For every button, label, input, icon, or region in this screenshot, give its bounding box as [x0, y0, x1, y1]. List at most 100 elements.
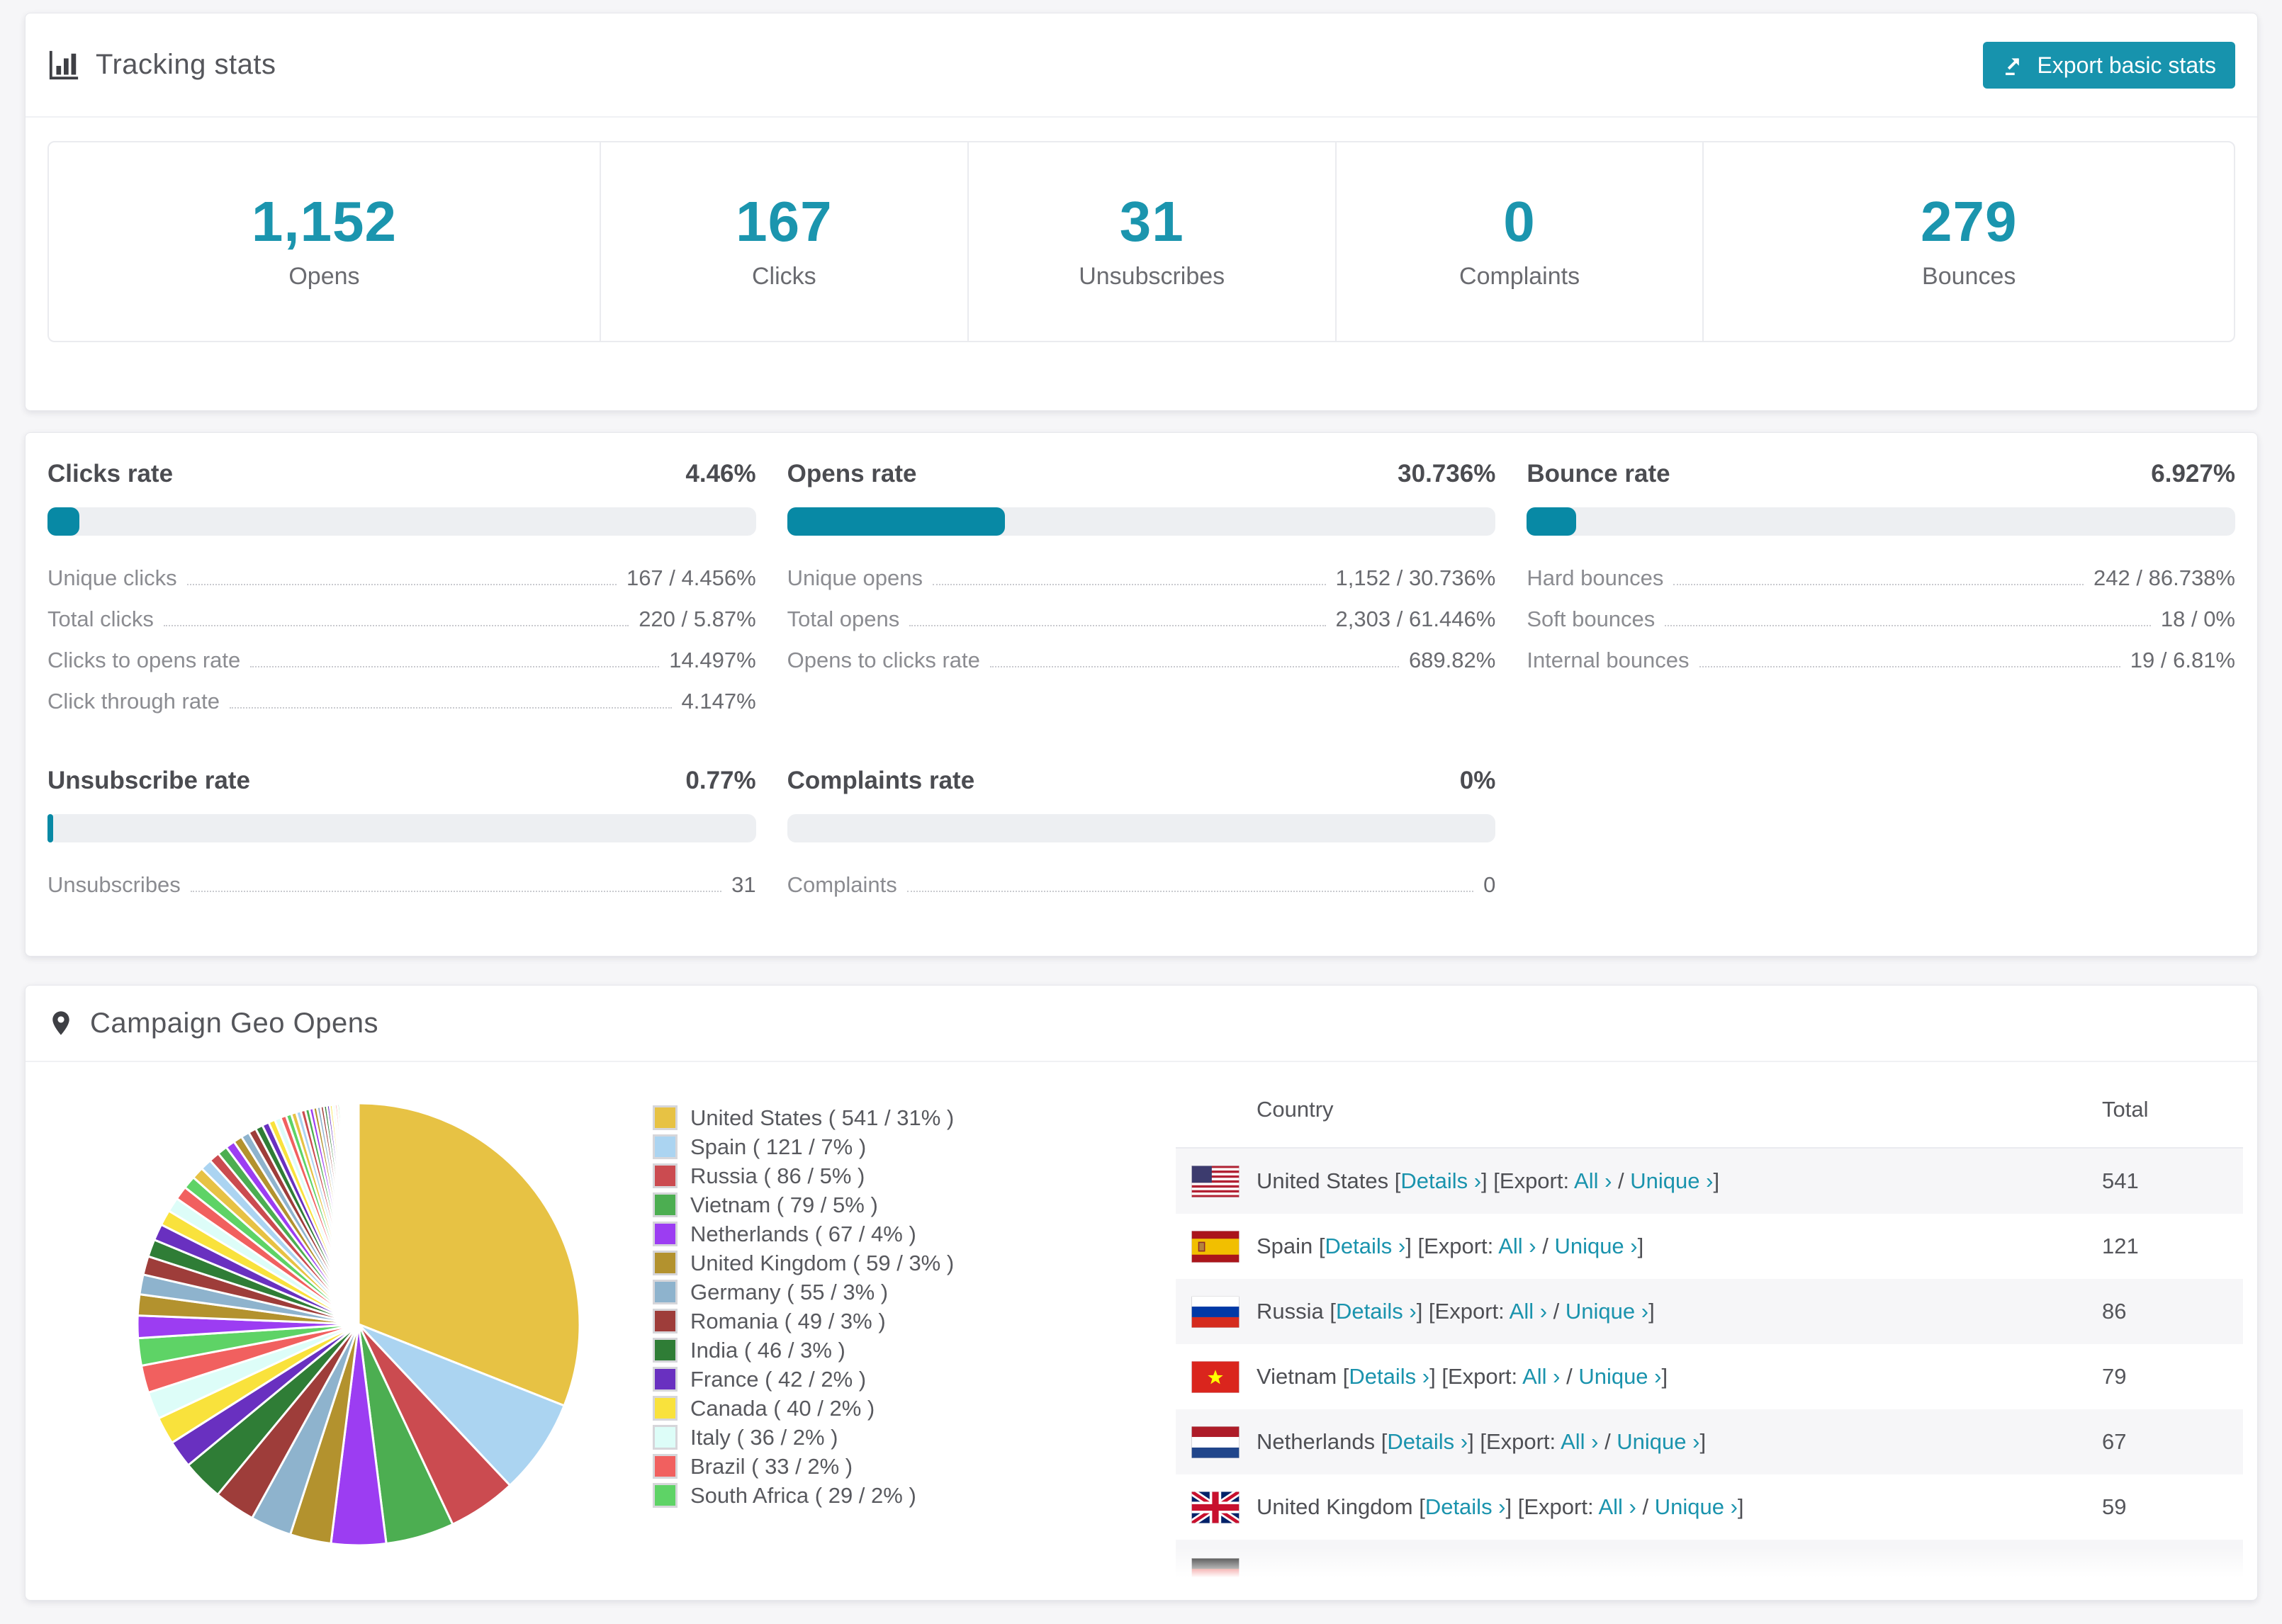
rate-detail-label: Unsubscribes: [47, 872, 181, 897]
dotted-leader: [932, 584, 1326, 585]
export-button-label: Export basic stats: [2037, 52, 2216, 78]
details-link[interactable]: Details ›: [1325, 1234, 1406, 1258]
legend-swatch: [653, 1163, 678, 1188]
country-name: United States: [1257, 1168, 1389, 1193]
export-basic-stats-button[interactable]: Export basic stats: [1983, 42, 2235, 89]
geo-pie-chart[interactable]: [132, 1098, 585, 1551]
export-all-link[interactable]: All ›: [1598, 1494, 1636, 1519]
rate-title: Bounce rate: [1527, 460, 1670, 487]
details-link[interactable]: Details ›: [1387, 1429, 1468, 1454]
export-all-link[interactable]: All ›: [1522, 1364, 1561, 1389]
rate-detail-label: Hard bounces: [1527, 565, 1664, 590]
rate-detail-value: 4.147%: [681, 689, 756, 714]
campaign-geo-opens-panel: Campaign Geo Opens United States ( 541 /…: [25, 985, 2258, 1601]
rate-detail-label: Unique opens: [787, 565, 923, 590]
export-unique-link[interactable]: Unique ›: [1654, 1494, 1738, 1519]
rate-title: Clicks rate: [47, 460, 174, 487]
geo-header: Campaign Geo Opens: [26, 986, 2257, 1062]
dotted-leader: [186, 584, 617, 585]
geo-content: United States ( 541 / 31% ) Spain ( 121 /…: [26, 1062, 2257, 1600]
export-all-link[interactable]: All ›: [1498, 1234, 1536, 1258]
table-row: Spain [Details ›] [Export: All › / Uniqu…: [1176, 1214, 2243, 1279]
rate-progress-track: [787, 507, 1496, 536]
flag-es-icon: [1191, 1230, 1240, 1263]
rate-progress-fill: [47, 507, 79, 536]
export-all-link[interactable]: All ›: [1561, 1429, 1599, 1454]
export-unique-link[interactable]: Unique ›: [1578, 1364, 1662, 1389]
details-link[interactable]: Details ›: [1349, 1364, 1430, 1389]
stat-box-clicks: 167 Clicks: [599, 142, 967, 341]
legend-item: Italy ( 36 / 2% ): [653, 1423, 954, 1452]
legend-label: Brazil ( 33 / 2% ): [690, 1453, 853, 1479]
legend-swatch: [653, 1280, 678, 1304]
rate-progress-track: [47, 507, 756, 536]
details-link[interactable]: Details ›: [1336, 1299, 1417, 1324]
export-unique-link[interactable]: Unique ›: [1630, 1168, 1714, 1193]
rate-title-row: Unsubscribe rate 0.77%: [47, 767, 756, 795]
dotted-leader: [190, 891, 722, 892]
stat-label: Unsubscribes: [1079, 262, 1225, 290]
rate-detail-row: Hard bounces 242 / 86.738%: [1527, 557, 2235, 598]
export-unique-link[interactable]: Unique ›: [1617, 1429, 1700, 1454]
details-link[interactable]: Details ›: [1400, 1168, 1482, 1193]
table-row-partial: [1176, 1540, 2243, 1600]
legend-swatch: [653, 1251, 678, 1275]
rate-detail-rows: Hard bounces 242 / 86.738% Soft bounces 18 …: [1527, 557, 2235, 680]
rate-headline-value: 30.736%: [1398, 460, 1496, 487]
legend-swatch: [653, 1396, 678, 1421]
country-cell: Spain [Details ›] [Export: All › / Uniqu…: [1257, 1234, 1644, 1258]
legend-item: Netherlands ( 67 / 4% ): [653, 1219, 954, 1248]
legend-swatch: [653, 1367, 678, 1392]
rate-detail-value: 14.497%: [669, 648, 756, 672]
export-label: Export:: [1424, 1234, 1494, 1258]
rate-detail-row: Opens to clicks rate 689.82%: [787, 639, 1496, 680]
details-link[interactable]: Details ›: [1424, 1494, 1506, 1519]
tracking-stats-panel: Tracking stats Export basic stats 1,152 O…: [25, 13, 2258, 411]
legend-label: Germany ( 55 / 3% ): [690, 1279, 889, 1304]
country-cell: Russia [Details ›] [Export: All › / Uniq…: [1257, 1299, 1655, 1324]
rate-detail-value: 167 / 4.456%: [626, 565, 756, 590]
rate-detail-row: Click through rate 4.147%: [47, 680, 756, 721]
rate-progress-track: [787, 814, 1496, 842]
total-cell: 86: [2102, 1299, 2127, 1324]
export-all-link[interactable]: All ›: [1574, 1168, 1612, 1193]
rate-detail-label: Complaints: [787, 872, 897, 897]
rate-progress-fill: [787, 507, 1005, 536]
rate-detail-value: 220 / 5.87%: [639, 607, 756, 631]
summary-stats-row: 1,152 Opens 167 Clicks 31 Unsubscribes 0 Compla…: [47, 141, 2235, 342]
legend-swatch: [653, 1222, 678, 1246]
legend-label: Russia ( 86 / 5% ): [690, 1163, 865, 1188]
export-all-link[interactable]: All ›: [1509, 1299, 1548, 1324]
total-cell: 67: [2102, 1429, 2127, 1454]
legend-label: Netherlands ( 67 / 4% ): [690, 1221, 916, 1246]
export-unique-link[interactable]: Unique ›: [1565, 1299, 1649, 1324]
rate-detail-label: Total clicks: [47, 607, 154, 631]
total-cell: 121: [2102, 1234, 2139, 1258]
legend-swatch: [653, 1134, 678, 1159]
rate-detail-value: 1,152 / 30.736%: [1335, 565, 1496, 590]
export-unique-link[interactable]: Unique ›: [1554, 1234, 1638, 1258]
legend-item: India ( 46 / 3% ): [653, 1336, 954, 1365]
rate-title-row: Complaints rate 0%: [787, 767, 1496, 795]
rate-detail-rows: Unique clicks 167 / 4.456% Total clicks 220…: [47, 557, 756, 721]
table-row: Vietnam [Details ›] [Export: All › / Uni…: [1176, 1344, 2243, 1409]
table-row: United Kingdom [Details ›] [Export: All …: [1176, 1474, 2243, 1540]
total-cell: 79: [2102, 1364, 2127, 1389]
legend-item: United States ( 541 / 31% ): [653, 1103, 954, 1132]
country-cell: United Kingdom [Details ›] [Export: All …: [1257, 1494, 1744, 1519]
dotted-leader: [906, 891, 1474, 892]
legend-item: Germany ( 55 / 3% ): [653, 1278, 954, 1307]
rate-detail-value: 18 / 0%: [2160, 607, 2235, 631]
rate-headline-value: 6.927%: [2151, 460, 2235, 487]
rate-detail-label: Soft bounces: [1527, 607, 1656, 631]
flag-ru-icon: [1191, 1295, 1240, 1328]
rate-progress-fill: [1527, 507, 1576, 536]
legend-item: Russia ( 86 / 5% ): [653, 1161, 954, 1190]
geo-title: Campaign Geo Opens: [90, 1007, 379, 1039]
rate-detail-row: Total clicks 220 / 5.87%: [47, 598, 756, 639]
map-pin-icon: [47, 1007, 74, 1039]
total-cell: 541: [2102, 1168, 2139, 1193]
rate-detail-rows: Complaints 0: [787, 864, 1496, 905]
rates-panel: Clicks rate 4.46% Unique clicks 167 / 4.456…: [25, 432, 2258, 957]
bar-chart-icon: [47, 49, 80, 81]
